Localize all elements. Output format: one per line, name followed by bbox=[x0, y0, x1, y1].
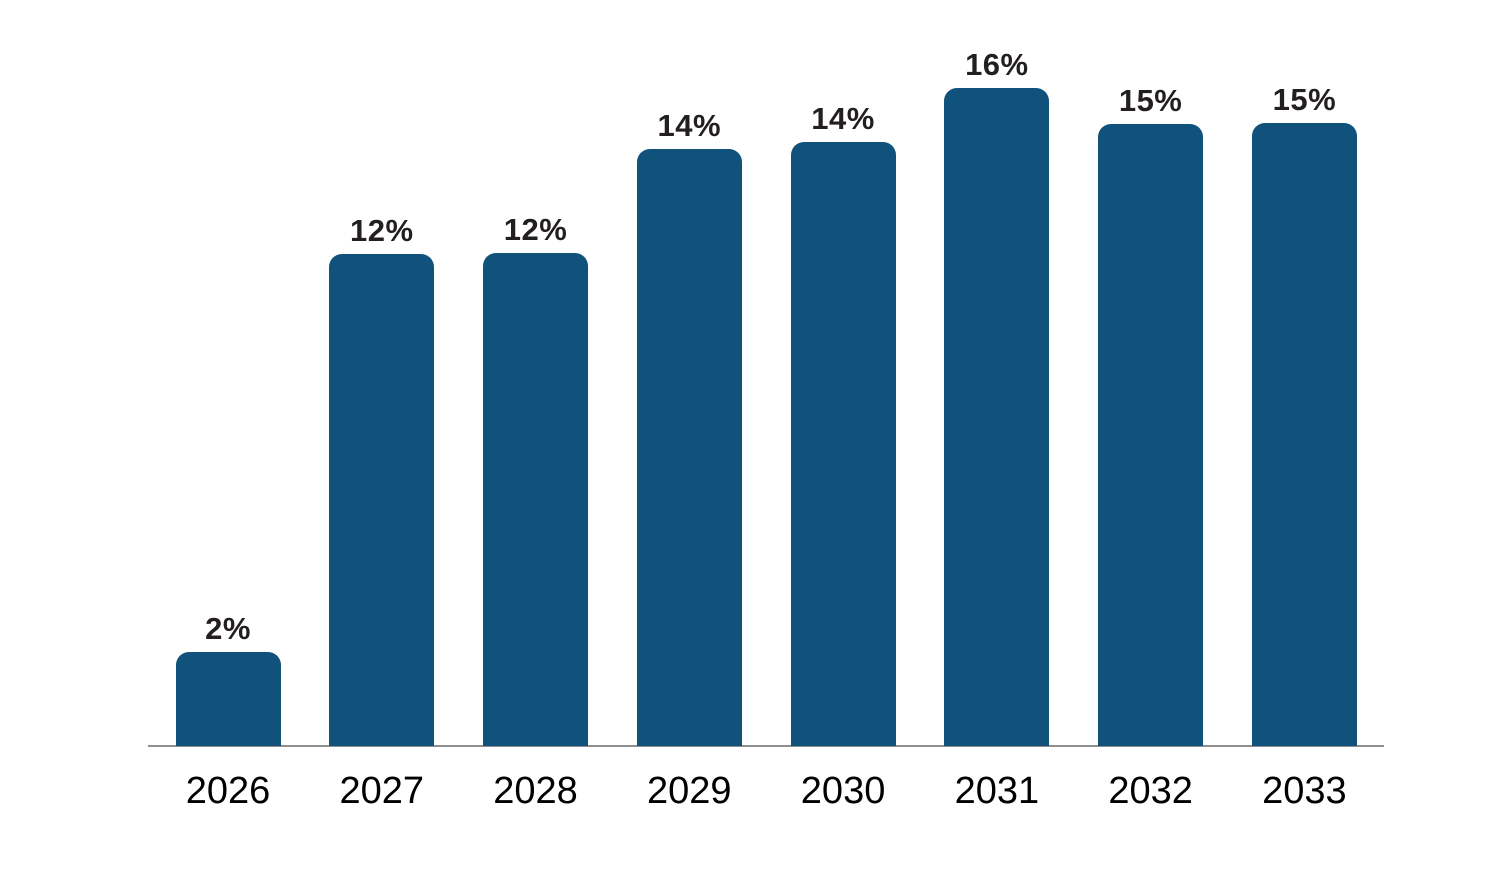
x-axis-category-label: 2026 bbox=[185, 770, 271, 812]
x-axis-category-label: 2027 bbox=[339, 770, 425, 812]
bar-2030 bbox=[790, 142, 896, 746]
x-axis-line bbox=[148, 745, 1384, 747]
bar-value-label: 14% bbox=[811, 101, 875, 136]
bar-2033 bbox=[1251, 123, 1357, 746]
x-axis-category-label: 2033 bbox=[1262, 770, 1347, 812]
bar-2027 bbox=[329, 254, 435, 746]
x-axis-category-label: 2028 bbox=[493, 770, 578, 812]
bar-value-label: 12% bbox=[503, 212, 568, 247]
bar-value-label: 14% bbox=[657, 108, 722, 143]
bar-2026 bbox=[175, 652, 281, 746]
bar-value-label: 15% bbox=[1118, 83, 1183, 118]
bar-value-label: 2% bbox=[205, 611, 251, 646]
x-axis-category-label: 2031 bbox=[954, 770, 1040, 812]
bar-2029 bbox=[636, 149, 742, 746]
bar-value-label: 15% bbox=[1272, 82, 1337, 117]
bar-value-label: 12% bbox=[349, 213, 414, 248]
bar-value-label: 16% bbox=[965, 47, 1029, 82]
bar-2032 bbox=[1098, 124, 1204, 746]
x-axis-category-label: 2032 bbox=[1108, 770, 1193, 812]
bar-2031 bbox=[944, 88, 1050, 746]
bar-2028 bbox=[483, 253, 589, 746]
x-axis-category-label: 2030 bbox=[800, 770, 886, 812]
x-axis-category-label: 2029 bbox=[647, 770, 732, 812]
